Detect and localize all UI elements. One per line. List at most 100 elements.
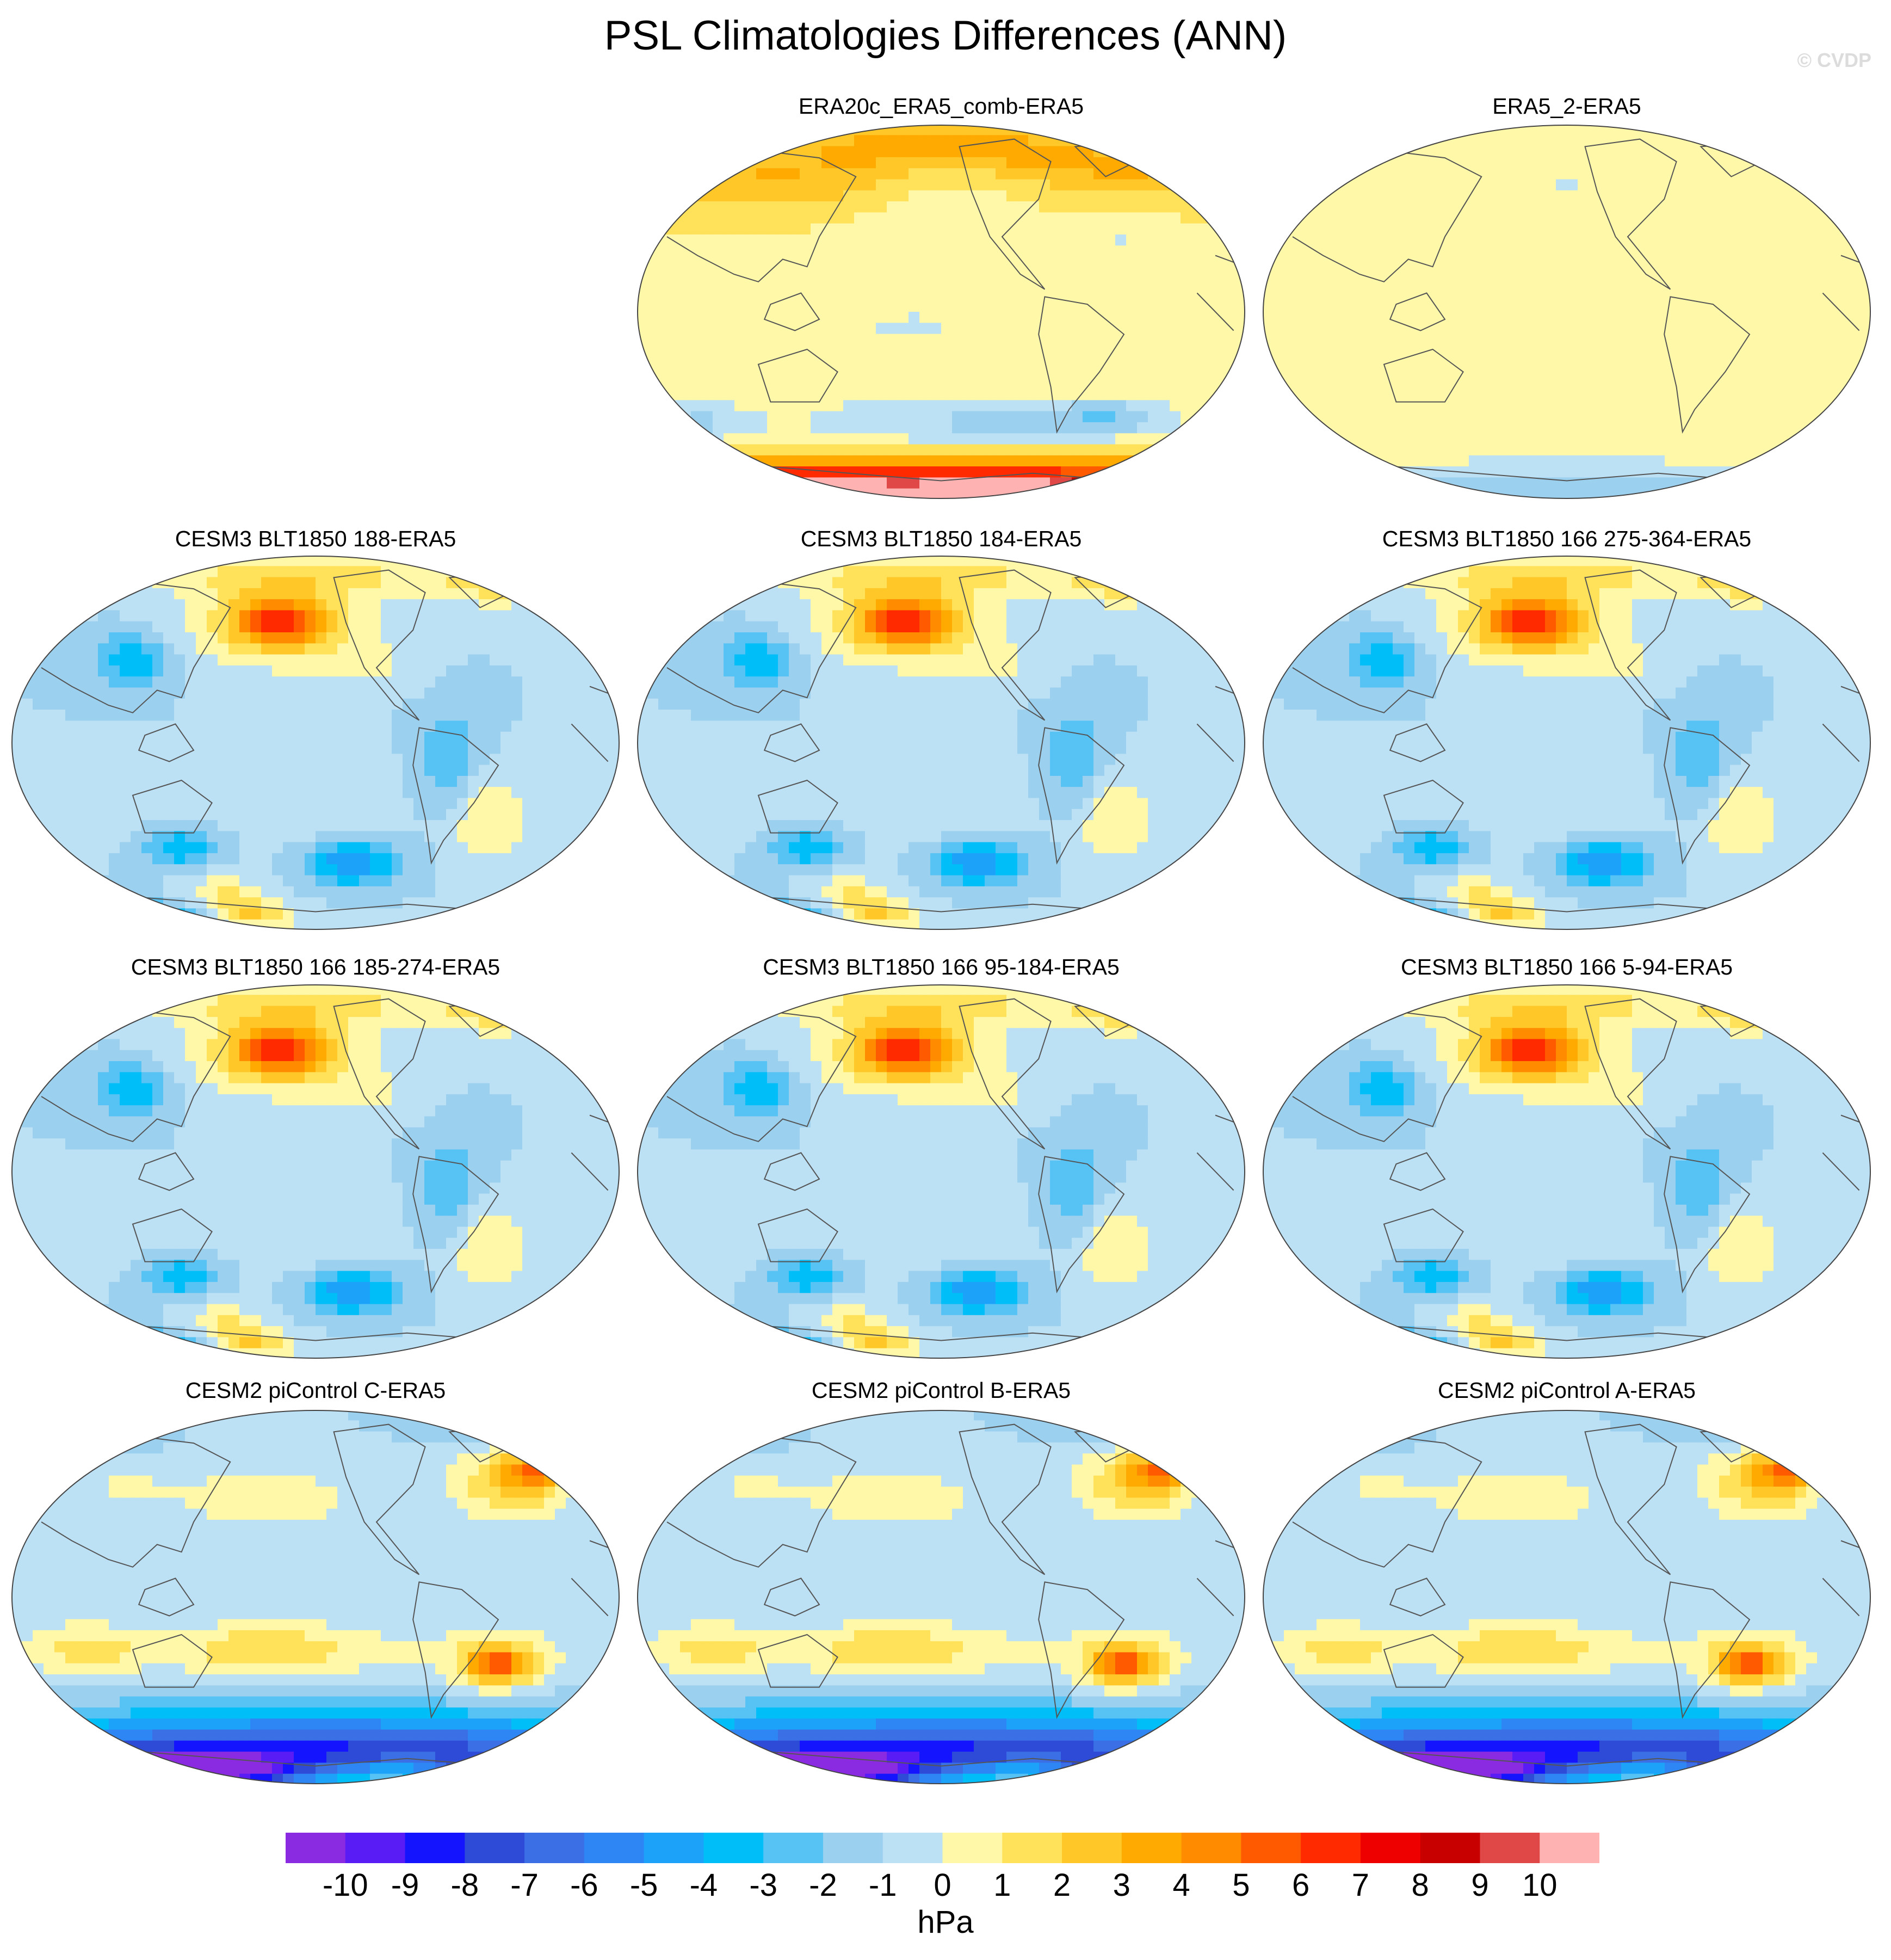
field-cell <box>1784 367 1796 379</box>
field-cell <box>647 400 659 412</box>
field-cell <box>1393 323 1404 335</box>
field-cell <box>316 654 327 666</box>
field-cell <box>120 710 131 722</box>
field-cell <box>1512 400 1524 412</box>
field-cell <box>1104 323 1116 335</box>
field-cell <box>196 687 207 699</box>
field-cell <box>239 676 251 688</box>
field-cell <box>152 599 164 611</box>
field-cell <box>1621 422 1633 434</box>
field-cell <box>1773 356 1785 368</box>
field-cell <box>1382 135 1393 147</box>
field-cell <box>348 588 360 600</box>
field-cell <box>1202 477 1214 489</box>
field-cell <box>930 300 942 312</box>
field-cell <box>1599 488 1611 498</box>
field-cell <box>1480 422 1491 434</box>
field-cell <box>1458 389 1469 400</box>
field-cell <box>500 577 512 589</box>
field-cell <box>1148 433 1159 445</box>
field-cell <box>1828 356 1839 368</box>
field-cell <box>544 698 555 710</box>
field-cell <box>1349 466 1361 478</box>
field-cell <box>1061 433 1072 445</box>
field-cell <box>756 256 768 268</box>
field-cell <box>1371 378 1382 390</box>
field-cell <box>1676 444 1687 456</box>
field-cell <box>22 743 33 754</box>
field-cell <box>1545 201 1556 213</box>
field-cell <box>1338 356 1350 368</box>
field-cell <box>1480 135 1491 147</box>
field-cell <box>1773 212 1785 224</box>
field-cell <box>1104 146 1116 158</box>
field-cell <box>1817 125 1828 135</box>
field-cell <box>1093 201 1105 213</box>
field-cell <box>392 632 403 644</box>
field-cell <box>54 754 66 766</box>
field-cell <box>1317 344 1328 356</box>
field-cell <box>789 433 800 445</box>
field-cell <box>1556 466 1567 478</box>
field-cell <box>1360 378 1371 390</box>
field-cell <box>1404 378 1415 390</box>
field-cell <box>713 201 724 213</box>
field-cell <box>1665 455 1676 467</box>
field-cell <box>1137 289 1148 301</box>
field-cell <box>1773 422 1785 434</box>
field-cell <box>65 621 77 633</box>
field-cell <box>1501 289 1513 301</box>
field-cell <box>1436 334 1448 346</box>
field-cell <box>1235 300 1245 312</box>
field-cell <box>413 676 425 688</box>
field-cell <box>1425 245 1437 257</box>
field-cell <box>1404 334 1415 346</box>
field-cell <box>1137 312 1148 323</box>
field-cell <box>1284 201 1295 213</box>
field-cell <box>141 588 153 600</box>
field-cell <box>272 687 283 699</box>
field-cell <box>261 665 273 677</box>
field-cell <box>1159 400 1170 412</box>
field-cell <box>680 367 691 379</box>
field-cell <box>1050 267 1061 279</box>
field-cell <box>522 665 534 677</box>
field-cell <box>1850 289 1861 301</box>
field-cell <box>1083 444 1094 456</box>
field-cell <box>555 654 566 666</box>
field-cell <box>1784 300 1796 312</box>
field-cell <box>1072 234 1083 246</box>
field-cell <box>767 477 778 489</box>
field-cell <box>1006 356 1018 368</box>
field-cell <box>1850 455 1861 467</box>
field-cell <box>392 720 403 732</box>
field-cell <box>1148 125 1159 135</box>
field-cell <box>1017 488 1029 498</box>
field-cell <box>647 168 659 180</box>
field-cell <box>1115 356 1127 368</box>
field-cell <box>952 433 963 445</box>
field-cell <box>832 135 844 147</box>
field-cell <box>1523 279 1535 291</box>
field-cell <box>598 720 610 732</box>
field-cell <box>54 643 66 655</box>
field-cell <box>1589 433 1600 445</box>
field-cell <box>12 588 22 600</box>
field-cell <box>1741 289 1752 301</box>
field-cell <box>1610 455 1622 467</box>
field-cell <box>985 444 996 456</box>
field-cell <box>1643 411 1654 423</box>
field-cell <box>337 610 349 622</box>
field-cell <box>1050 279 1061 291</box>
field-cell <box>1806 135 1818 147</box>
field-cell <box>1556 201 1567 213</box>
field-cell <box>963 146 974 158</box>
field-cell <box>1654 411 1665 423</box>
field-cell <box>1224 289 1235 301</box>
field-cell <box>702 466 713 478</box>
field-cell <box>533 654 545 666</box>
field-cell <box>1447 344 1459 356</box>
field-cell <box>522 556 534 566</box>
field-cell <box>1817 157 1828 169</box>
field-cell <box>1072 488 1083 498</box>
